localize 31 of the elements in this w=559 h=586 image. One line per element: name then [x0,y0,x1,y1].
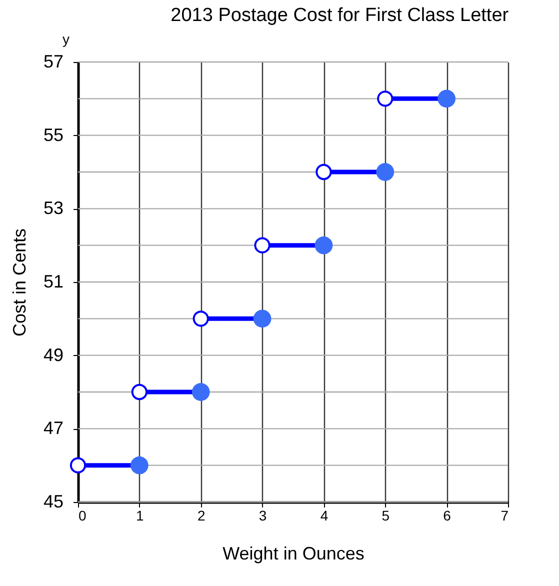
chart-title: 2013 Postage Cost for First Class Letter [170,5,510,26]
point [130,456,148,474]
y-tick-label: 53 [43,198,64,218]
point [192,383,210,401]
y-tick-label: 49 [43,344,64,365]
point [316,164,332,180]
y-tick-label: 47 [43,418,64,438]
point [131,384,148,400]
x-tick-label: 5 [382,508,390,524]
x-tick-label: 7 [500,508,509,524]
point [192,310,209,327]
point [438,90,456,108]
x-tick-label: 3 [258,508,267,524]
x-tick-label: 1 [136,508,144,524]
point [314,236,333,254]
text: y [62,31,70,47]
x-tick-label: 0 [78,508,86,524]
point [253,310,272,328]
point [377,90,394,107]
x-tick-label: 6 [443,508,452,524]
y-tick-label: 45 [43,492,64,512]
x-tick-label: 2 [197,508,206,524]
x-tick-label: 4 [320,508,328,524]
point [70,457,86,474]
y-axis-title: Cost in Cents [9,228,30,337]
y-tick-label: 51 [43,272,64,292]
y-tick-label: 55 [43,124,64,145]
y-tick-label: 57 [43,52,64,72]
x-axis-title: Weight in Ounces [222,544,364,564]
point [254,237,270,254]
point [376,163,394,181]
